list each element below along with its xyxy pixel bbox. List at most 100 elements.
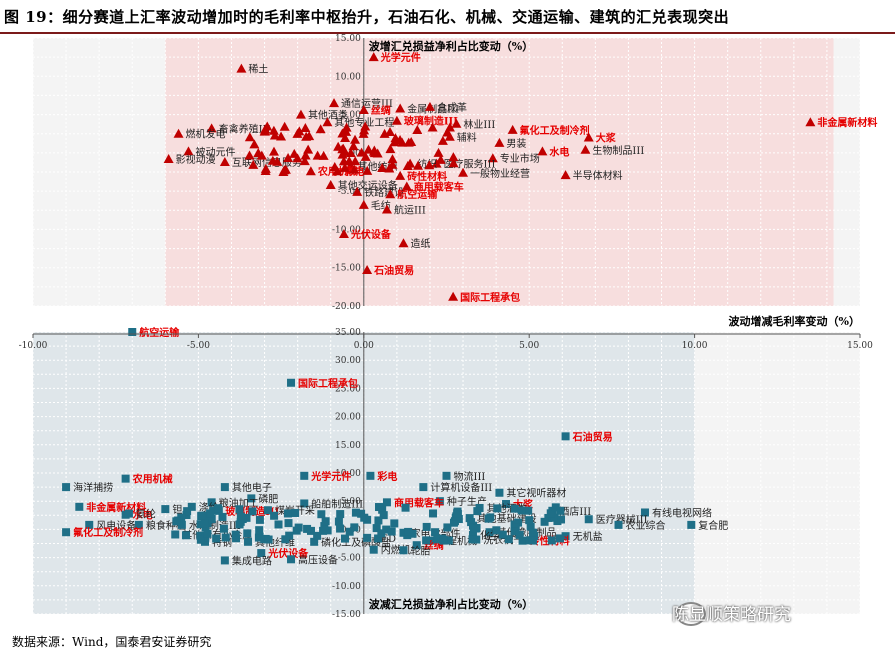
data-label: 酒店III	[559, 505, 591, 518]
data-label: 复合肥	[698, 519, 728, 532]
data-point	[345, 527, 354, 536]
data-label: 有线电视网络	[652, 506, 712, 519]
data-point	[124, 509, 133, 518]
data-label: 商用载客车	[394, 496, 444, 509]
data-point	[163, 153, 174, 163]
data-point	[270, 511, 279, 520]
data-point	[300, 499, 309, 508]
data-point	[377, 163, 388, 173]
data-point	[244, 537, 253, 546]
data-label: 石油贸易	[572, 430, 613, 443]
data-point	[524, 506, 533, 515]
data-point	[173, 128, 184, 138]
data-point	[257, 549, 266, 558]
data-point	[221, 533, 230, 542]
data-point	[401, 181, 412, 191]
data-label: 其他电子	[232, 481, 272, 494]
data-point	[207, 498, 216, 507]
data-point	[435, 497, 444, 506]
data-label: 合成革	[437, 101, 467, 114]
data-label: 燃机发电	[186, 128, 226, 141]
data-point	[358, 104, 369, 114]
data-point	[177, 520, 186, 529]
data-label: 男装	[506, 137, 526, 150]
y-tick-label: -5.00	[338, 554, 361, 564]
data-point	[350, 523, 359, 532]
data-point	[201, 523, 210, 532]
data-point	[283, 153, 294, 163]
data-point	[219, 524, 228, 533]
data-point	[369, 145, 380, 155]
data-point	[517, 506, 526, 515]
data-point	[269, 130, 280, 140]
data-point	[443, 523, 452, 532]
data-label: 稀土	[248, 63, 268, 76]
data-point	[402, 160, 413, 170]
data-point	[356, 147, 367, 157]
data-point	[340, 534, 349, 543]
data-point	[292, 128, 303, 138]
data-point	[492, 526, 501, 535]
data-point	[422, 522, 431, 531]
data-point	[468, 535, 477, 544]
y-tick-label: -5.00	[338, 187, 361, 197]
y-tick-label: -10.00	[332, 582, 361, 592]
data-label: 磷肥	[258, 492, 278, 505]
data-point	[62, 483, 71, 492]
data-label: 高压设备	[298, 553, 338, 566]
data-point	[556, 506, 565, 515]
data-point	[518, 536, 527, 545]
data-point	[580, 144, 591, 154]
data-point	[368, 52, 379, 62]
data-label: 其它视听器材	[506, 487, 566, 500]
data-point	[317, 510, 326, 519]
data-label: 其他酒类	[308, 109, 348, 122]
data-point	[561, 532, 570, 541]
data-point	[329, 161, 340, 171]
data-point	[408, 529, 417, 538]
data-label: 专业市场	[500, 152, 540, 165]
data-point	[555, 534, 564, 543]
x-tick-label: 5.00	[519, 341, 539, 351]
data-label: 航空运输	[139, 326, 180, 339]
data-point	[494, 137, 505, 147]
data-point	[442, 471, 451, 480]
data-point	[404, 527, 413, 536]
data-label: 砖性材料	[407, 170, 447, 183]
data-point	[196, 520, 205, 529]
x-tick-label: -10.00	[19, 341, 48, 351]
y-tick-label: 25.00	[335, 384, 361, 394]
data-label: 光学元件	[310, 470, 351, 483]
data-point	[255, 526, 264, 535]
data-point	[85, 520, 94, 529]
data-point	[200, 519, 209, 528]
data-point	[399, 546, 408, 555]
y-tick-label: -15.00	[332, 610, 361, 620]
data-point	[471, 524, 480, 533]
data-point	[495, 488, 504, 497]
data-point	[387, 154, 398, 164]
data-point	[334, 517, 343, 526]
data-point	[121, 474, 130, 483]
data-point	[412, 124, 423, 134]
data-point	[329, 98, 340, 108]
data-label: 物流III	[454, 470, 486, 483]
data-label: 影视动漫	[176, 153, 216, 166]
data-point	[337, 149, 348, 159]
data-point	[247, 494, 256, 503]
data-point	[341, 122, 352, 132]
data-point	[805, 117, 816, 127]
data-point	[379, 511, 388, 520]
wechat-icon	[676, 602, 706, 626]
data-label: 水电	[132, 509, 153, 522]
data-label: 集成电路	[232, 554, 272, 567]
data-point	[255, 532, 264, 541]
data-point	[360, 121, 371, 131]
y-tick-label: 10.00	[335, 72, 361, 82]
data-point	[299, 156, 310, 166]
data-point	[300, 471, 309, 480]
data-point	[218, 512, 227, 521]
data-point	[315, 124, 326, 134]
data-point	[528, 536, 537, 545]
y-axis-title: 波减汇兑损益净利占比变动（%）	[369, 597, 533, 611]
